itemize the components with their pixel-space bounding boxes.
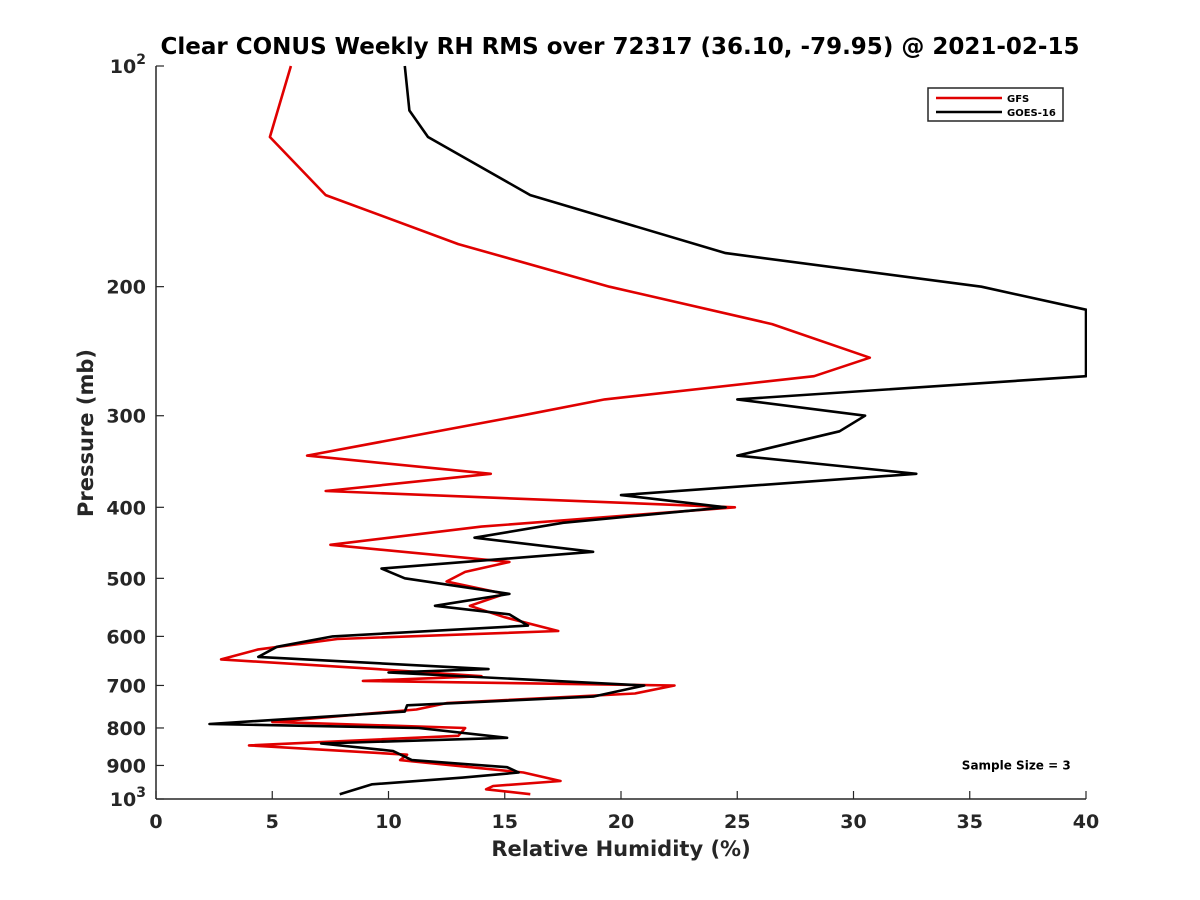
y-tick-label: 400	[106, 497, 146, 519]
y-tick-label-base: 600	[106, 626, 146, 648]
legend-box	[927, 87, 1064, 122]
x-tick-label: 0	[149, 811, 162, 833]
y-tick-label: 800	[106, 718, 146, 740]
series-layer	[208, 65, 1087, 796]
legend-label: GFS	[1007, 94, 1029, 105]
plot-area	[155, 66, 1086, 800]
y-tick-label-base: 400	[106, 497, 146, 519]
sample-size-annotation: Sample Size = 3	[962, 758, 1071, 772]
y-tick-label: 300	[106, 406, 146, 428]
y-tick-label-exponent: 3	[136, 785, 146, 801]
y-tick-label: 500	[106, 568, 146, 590]
series-line-goes-16	[208, 65, 1087, 796]
y-tick-label-base: 10	[110, 56, 136, 78]
x-tick-label: 15	[492, 811, 518, 833]
y-tick-label-base: 200	[106, 277, 146, 299]
chart-title: Clear CONUS Weekly RH RMS over 72317 (36…	[161, 34, 1080, 60]
y-tick-label-base: 900	[106, 755, 146, 777]
x-tick-label: 5	[266, 811, 279, 833]
x-tick-label: 10	[375, 811, 401, 833]
x-axis-label: Relative Humidity (%)	[491, 837, 750, 861]
y-tick-label: 200	[106, 277, 146, 299]
y-tick-label-base: 800	[106, 718, 146, 740]
y-tick-label-exponent: 2	[136, 52, 146, 68]
x-tick-label: 30	[840, 811, 866, 833]
y-tick-label-base: 700	[106, 675, 146, 697]
legend-label: GOES-16	[1007, 108, 1056, 119]
x-tick-label: 20	[608, 811, 634, 833]
series-line-gfs	[219, 65, 872, 796]
y-tick-label-base: 10	[110, 789, 136, 811]
legend: GFS GOES-16	[927, 87, 1064, 122]
y-tick-label: 700	[106, 675, 146, 697]
y-tick-label: 103	[110, 785, 146, 811]
y-axis-label: Pressure (mb)	[74, 349, 98, 517]
x-ticks: 0 5 10 15 20 25 30 35 40	[149, 791, 1099, 833]
annotations-layer: Sample Size = 3	[962, 758, 1071, 772]
y-tick-label: 600	[106, 626, 146, 648]
x-tick-label: 35	[957, 811, 983, 833]
y-tick-label-base: 500	[106, 568, 146, 590]
y-tick-label: 900	[106, 755, 146, 777]
x-tick-label: 25	[724, 811, 750, 833]
x-tick-label: 40	[1073, 811, 1099, 833]
y-tick-label: 102	[110, 52, 146, 78]
y-tick-label-base: 300	[106, 406, 146, 428]
